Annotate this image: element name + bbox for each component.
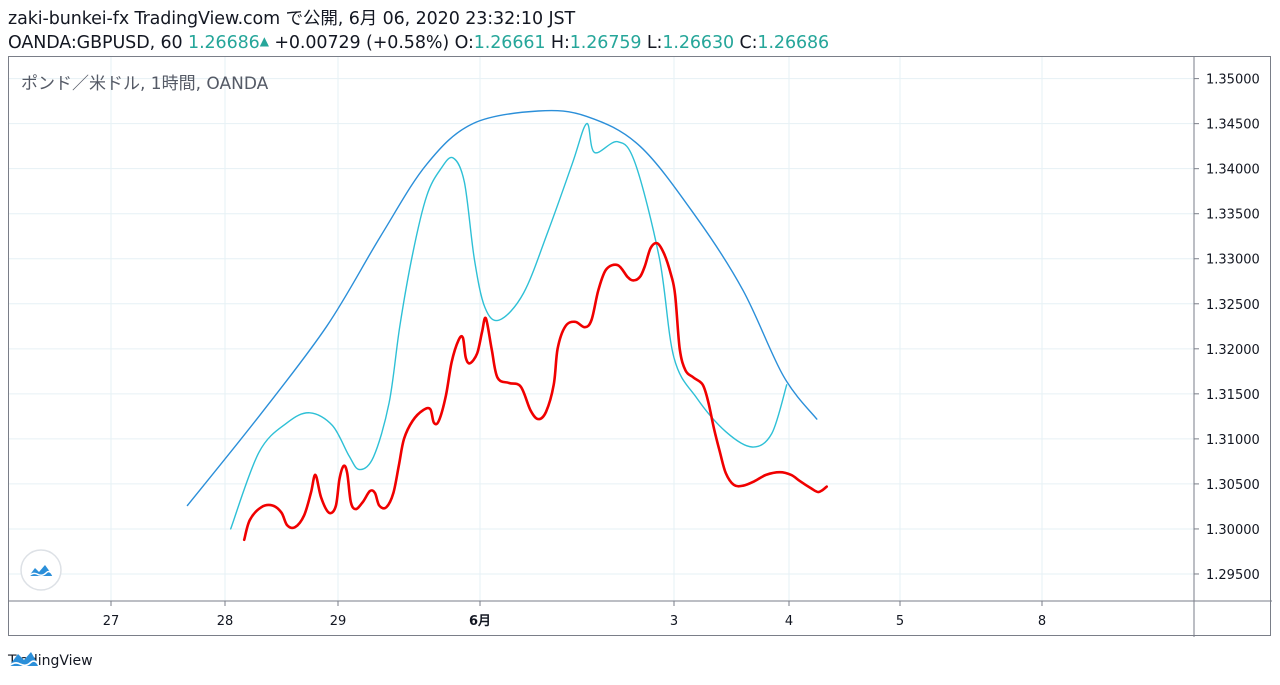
close-value: 1.26686: [757, 33, 830, 53]
chart-frame[interactable]: 1.35000 1.34500 1.34000 1.33500 1.33000 1.325…: [8, 56, 1272, 637]
high-value: 1.26759: [569, 33, 642, 53]
close-label: C:: [739, 33, 758, 53]
y-tick-label: 1.32500: [1206, 298, 1260, 313]
y-tick-label: 1.29500: [1206, 568, 1260, 583]
footer: TradingView: [8, 650, 93, 672]
series-layer: [186, 109, 828, 542]
inner-wave-line: [230, 122, 788, 530]
symbol-ohlc-line: OANDA:GBPUSD, 60 1.26686▲ +0.00729 (+0.5…: [8, 30, 829, 54]
x-tick-label: 6月: [469, 614, 491, 629]
y-tick-label: 1.33000: [1206, 253, 1260, 268]
grid-lines: [9, 57, 1194, 601]
y-tick-label: 1.31500: [1206, 388, 1260, 403]
x-tick-label: 8: [1038, 614, 1046, 629]
tradingview-logo-icon: [8, 652, 40, 667]
price-axis-ticks: 1.35000 1.34500 1.34000 1.33500 1.33000 1.325…: [1194, 73, 1260, 583]
symbol-label: OANDA:GBPUSD, 60: [8, 33, 183, 53]
y-tick-label: 1.30500: [1206, 478, 1260, 493]
x-tick-label: 29: [330, 614, 347, 629]
x-tick-label: 3: [670, 614, 678, 629]
y-tick-label: 1.32000: [1206, 343, 1260, 358]
low-value: 1.26630: [662, 33, 735, 53]
x-tick-label: 4: [785, 614, 793, 629]
up-arrow-icon: ▲: [259, 34, 269, 48]
x-tick-label: 27: [103, 614, 120, 629]
price-chart[interactable]: 1.35000 1.34500 1.34000 1.33500 1.33000 1.325…: [9, 57, 1272, 637]
chart-title: ポンド／米ドル, 1時間, OANDA: [21, 74, 269, 94]
low-label: L:: [646, 33, 663, 53]
tv-logo-button-icon[interactable]: [20, 549, 62, 591]
x-tick-label: 28: [217, 614, 234, 629]
open-value: 1.26661: [473, 33, 546, 53]
time-axis-ticks: 27 28 29 6月 3 4 5 8: [103, 601, 1046, 629]
y-tick-label: 1.33500: [1206, 208, 1260, 223]
y-tick-label: 1.35000: [1206, 73, 1260, 88]
last-price: 1.26686: [188, 33, 260, 53]
high-label: H:: [550, 33, 570, 53]
y-tick-label: 1.31000: [1206, 433, 1260, 448]
outer-arc-line: [186, 109, 818, 507]
price-line: [242, 241, 828, 542]
x-tick-label: 5: [896, 614, 904, 629]
y-tick-label: 1.34000: [1206, 163, 1260, 178]
y-tick-label: 1.30000: [1206, 523, 1260, 538]
y-tick-label: 1.34500: [1206, 118, 1260, 133]
open-label: O:: [454, 33, 474, 53]
price-change: +0.00729 (+0.58%): [274, 33, 450, 53]
publish-info: zaki-bunkei-fx TradingView.com で公開, 6月 0…: [8, 9, 576, 29]
